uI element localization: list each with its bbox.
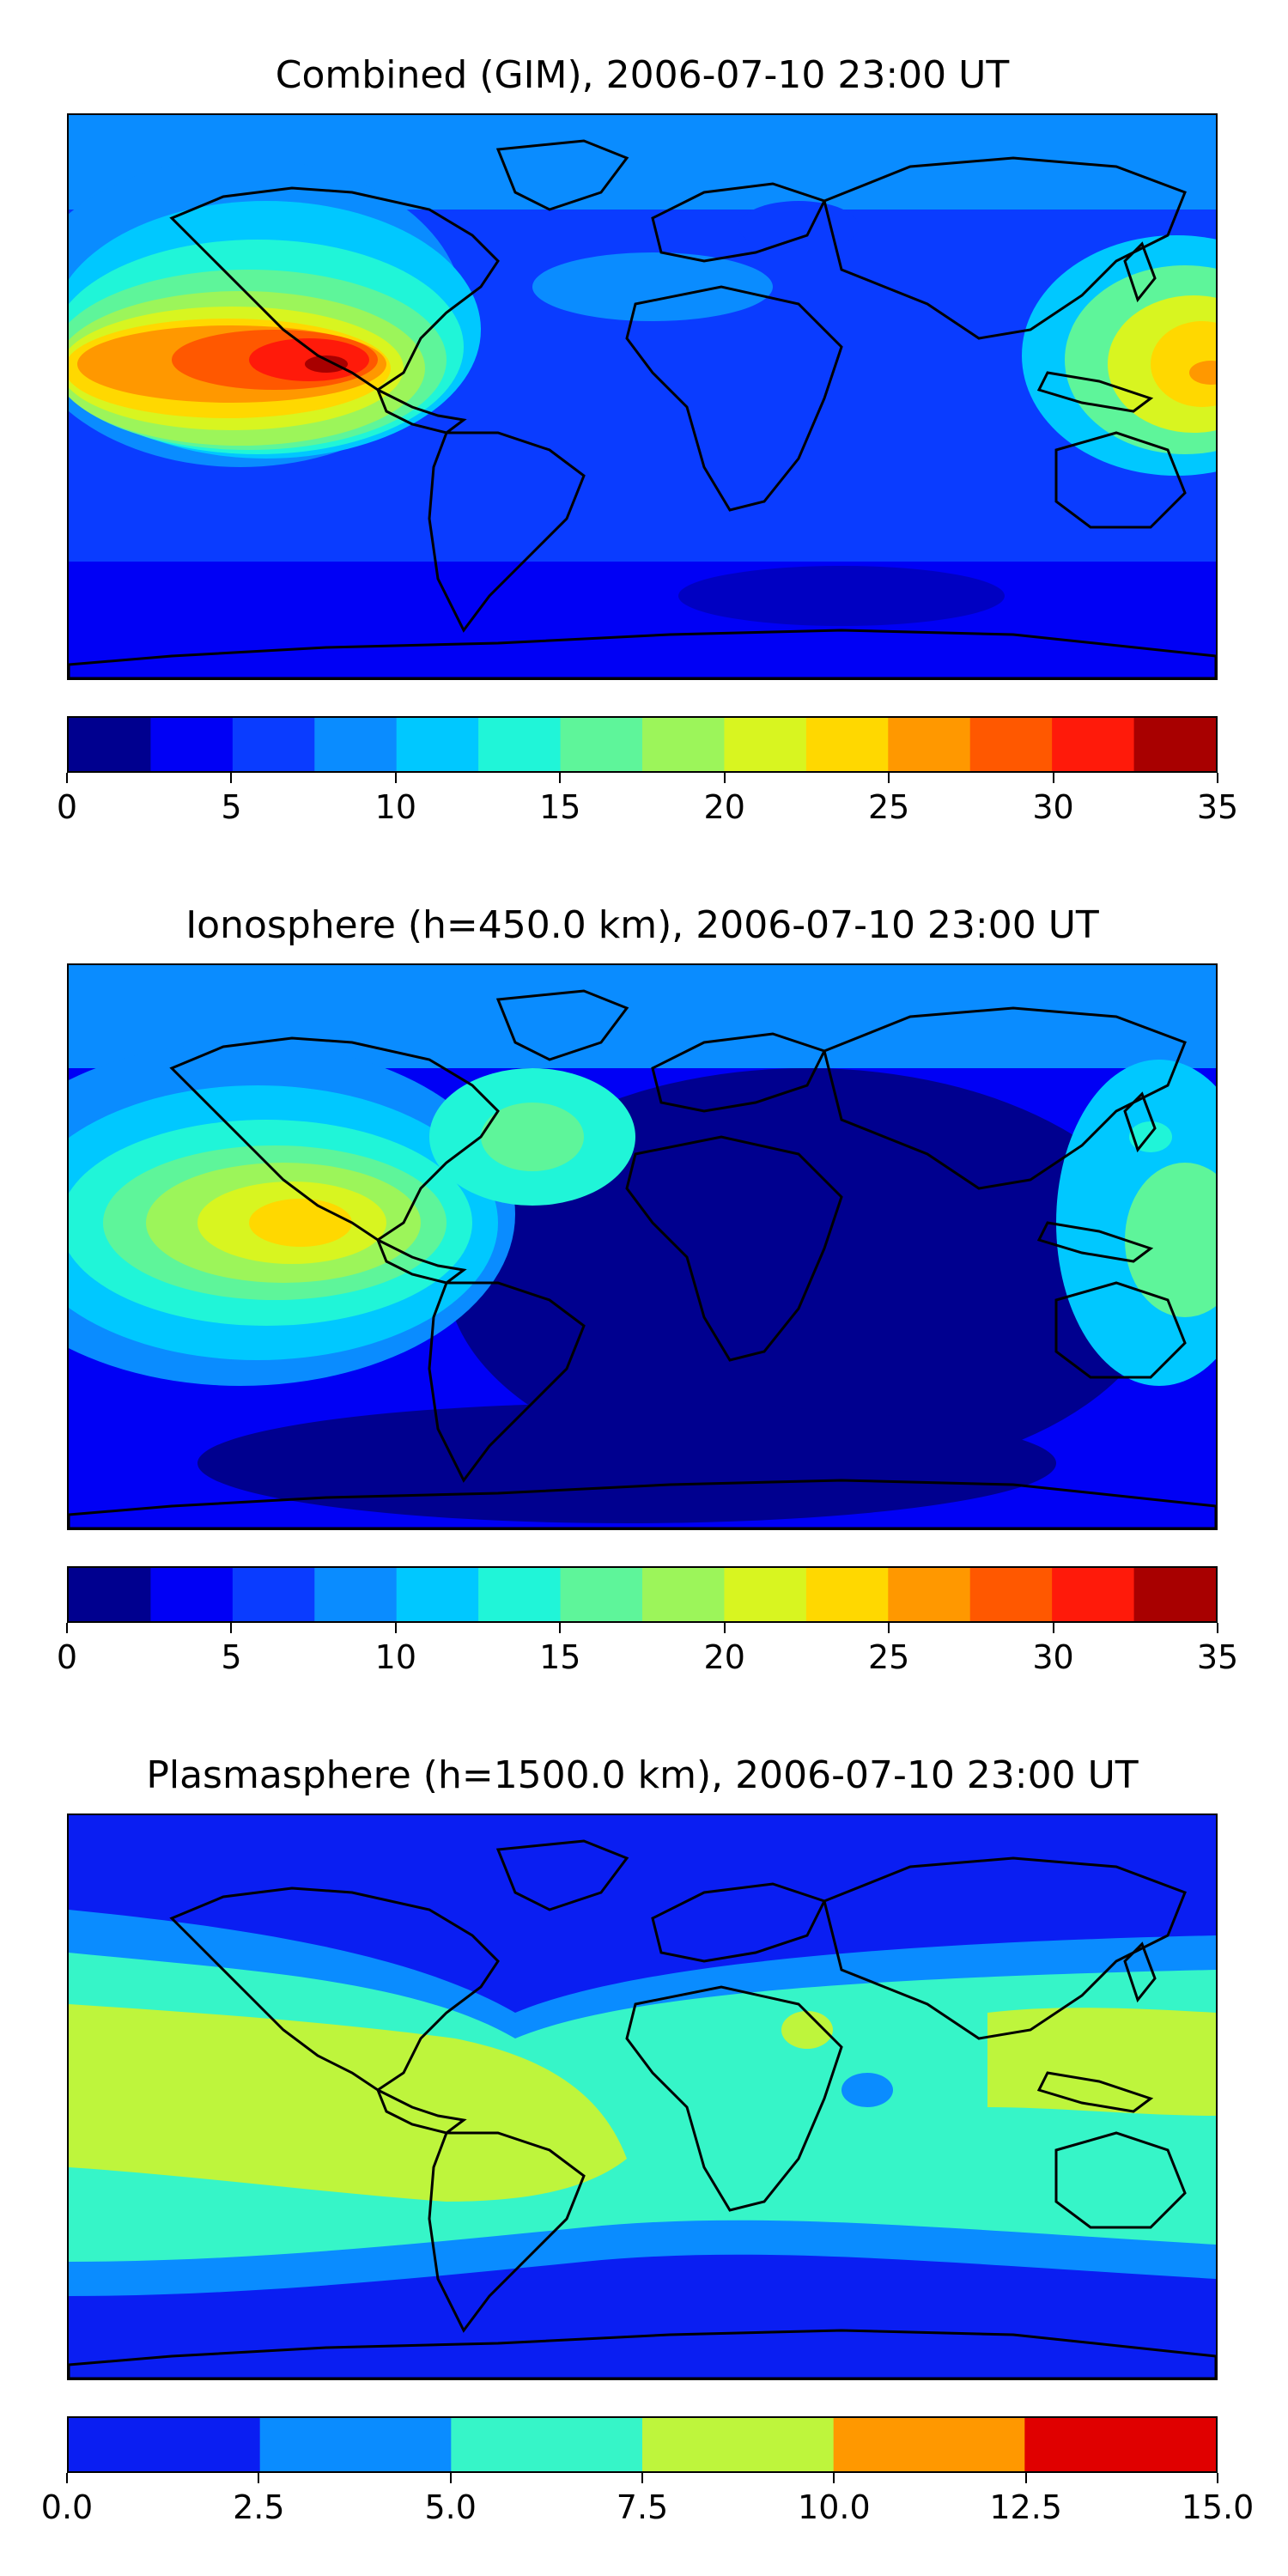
colorbar-tick	[1052, 773, 1054, 783]
colorbar-swatch	[888, 1568, 971, 1621]
colorbar-tick	[1217, 773, 1218, 783]
colorbar-swatch	[805, 718, 889, 771]
colorbar-tick-label: 10	[374, 788, 417, 826]
colorbar-swatch	[1024, 2418, 1216, 2471]
colorbar-swatch	[833, 2418, 1025, 2471]
colorbar-tick-label: 12.5	[989, 2488, 1062, 2526]
map-ionosphere	[67, 963, 1218, 1530]
colorbar-tick	[888, 1623, 890, 1633]
colorbar-tick-label: 2.5	[233, 2488, 285, 2526]
colorbar-tick-label: 10	[374, 1638, 417, 1676]
colorbar-swatch	[259, 2418, 452, 2471]
colorbar-tick-label: 35	[1196, 1638, 1239, 1676]
colorbar-swatch	[724, 718, 807, 771]
colorbar-swatch	[150, 718, 234, 771]
colorbar-tick-label: 25	[867, 788, 910, 826]
colorbar-swatch	[642, 2418, 835, 2471]
colorbar-tick	[723, 773, 726, 783]
colorbar-swatch	[888, 718, 971, 771]
colorbar-tick	[1052, 1623, 1054, 1633]
colorbar-swatch	[150, 1568, 234, 1621]
colorbar-swatch	[560, 718, 643, 771]
colorbar-tick	[230, 773, 233, 783]
colorbar-swatch	[805, 1568, 889, 1621]
map-plasmasphere	[67, 1814, 1218, 2380]
colorbar-tick-label: 5	[221, 788, 242, 826]
colorbar-tick-label: 15	[539, 788, 581, 826]
colorbar-swatch	[1133, 718, 1216, 771]
colorbar-tick	[449, 2473, 452, 2483]
colorbar-tick-label: 0	[56, 788, 78, 826]
colorbar-tick-label: 0	[56, 1638, 78, 1676]
colorbar-swatch	[314, 718, 398, 771]
colorbar-ionosphere	[67, 1566, 1218, 1623]
colorbar-tick	[1217, 2473, 1218, 2483]
colorbar-swatch	[232, 718, 315, 771]
panel-title-ionosphere: Ionosphere (h=450.0 km), 2006-07-10 23:0…	[185, 903, 1099, 947]
colorbar-swatch	[969, 1568, 1053, 1621]
colorbar-swatch	[396, 1568, 479, 1621]
colorbar-swatch	[232, 1568, 315, 1621]
colorbar-swatch	[724, 1568, 807, 1621]
colorbar-tick-label: 25	[867, 1638, 910, 1676]
colorbar-plasmasphere	[67, 2416, 1218, 2473]
colorbar-tick-label: 20	[703, 1638, 745, 1676]
colorbar-swatch	[69, 1568, 152, 1621]
colorbar-tick	[66, 2473, 68, 2483]
colorbar-tick	[559, 1623, 562, 1633]
colorbar-tick	[258, 2473, 260, 2483]
colorbar-swatch	[451, 2418, 643, 2471]
colorbar-tick	[1024, 2473, 1027, 2483]
colorbar-tick	[230, 1623, 233, 1633]
colorbar-swatch	[478, 718, 562, 771]
colorbar-tick-label: 10.0	[798, 2488, 871, 2526]
colorbar-tick	[833, 2473, 835, 2483]
colorbar-swatch	[314, 1568, 398, 1621]
colorbar-tick	[66, 773, 68, 783]
colorbar-tick-label: 5	[221, 1638, 242, 1676]
colorbar-tick-label: 7.5	[616, 2488, 669, 2526]
colorbar-swatch	[478, 1568, 562, 1621]
colorbar-tick-label: 35	[1196, 788, 1239, 826]
colorbar-tick	[394, 1623, 397, 1633]
colorbar-tick	[394, 773, 397, 783]
colorbar-swatch	[1052, 718, 1135, 771]
colorbar-swatch	[969, 718, 1053, 771]
colorbar-swatch	[69, 2418, 261, 2471]
colorbar-tick	[723, 1623, 726, 1633]
colorbar-tick-label: 15	[539, 1638, 581, 1676]
colorbar-tick-label: 30	[1032, 1638, 1074, 1676]
map-combined	[67, 113, 1218, 680]
colorbar-ticks-combined: 0 5 10 15 20 25 30 35	[57, 773, 1238, 833]
colorbar-swatch	[642, 718, 726, 771]
colorbar-ticks-ionosphere: 0 5 10 15 20 25 30 35	[57, 1623, 1238, 1683]
colorbar-tick-label: 15.0	[1181, 2488, 1255, 2526]
colorbar-ticks-plasmasphere: 0.0 2.5 5.0 7.5 10.0 12.5 15.0	[41, 2473, 1254, 2533]
colorbar-tick	[641, 2473, 643, 2483]
colorbar-swatch	[1133, 1568, 1216, 1621]
colorbar-swatch	[642, 1568, 726, 1621]
colorbar-tick	[559, 773, 562, 783]
colorbar-swatch	[560, 1568, 643, 1621]
colorbar-combined	[67, 716, 1218, 773]
colorbar-swatch	[1052, 1568, 1135, 1621]
colorbar-tick-label: 5.0	[424, 2488, 477, 2526]
colorbar-swatch	[396, 718, 479, 771]
panel-title-plasmasphere: Plasmasphere (h=1500.0 km), 2006-07-10 2…	[146, 1753, 1139, 1797]
colorbar-tick-label: 20	[703, 788, 745, 826]
panel-title-combined: Combined (GIM), 2006-07-10 23:00 UT	[275, 53, 1010, 97]
colorbar-tick-label: 30	[1032, 788, 1074, 826]
colorbar-tick	[888, 773, 890, 783]
colorbar-tick	[66, 1623, 68, 1633]
colorbar-tick-label: 0.0	[40, 2488, 94, 2526]
colorbar-tick	[1217, 1623, 1218, 1633]
colorbar-swatch	[69, 718, 152, 771]
